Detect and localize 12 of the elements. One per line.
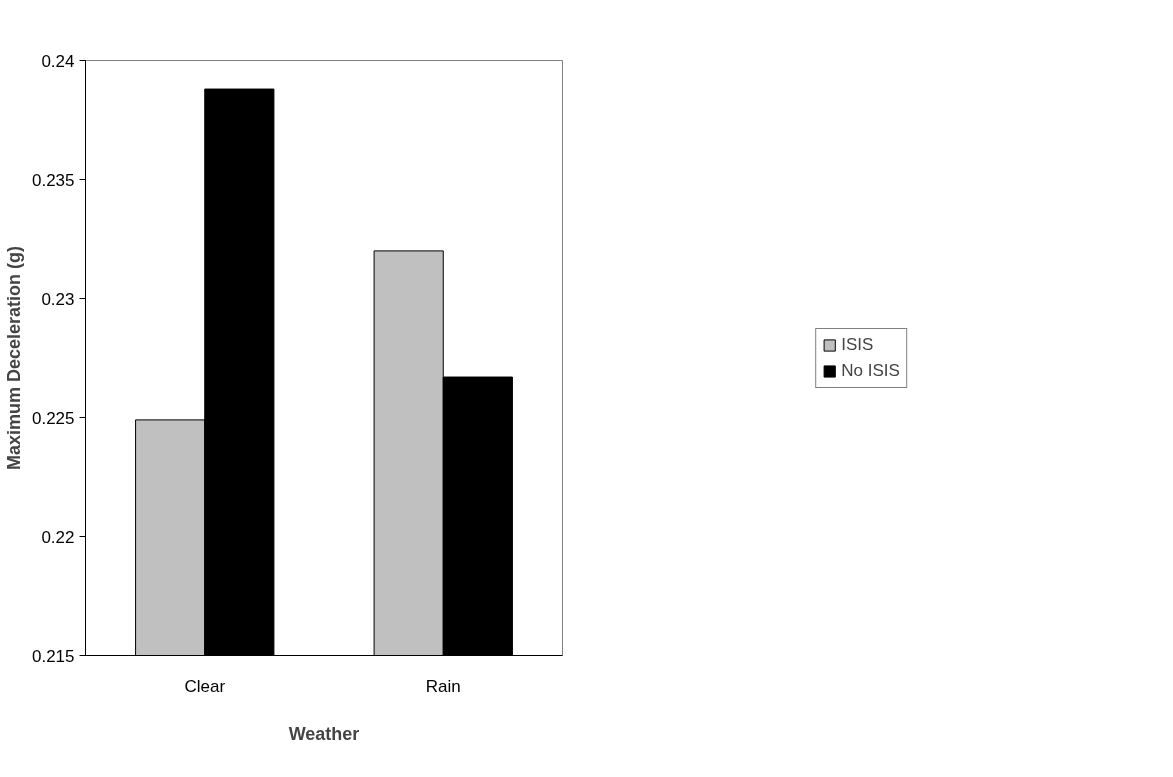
y-tick-label: 0.215 [31,646,75,666]
legend-label: No ISIS [841,360,900,381]
x-axis-title: Weather [288,723,360,744]
y-axis-title: Maximum Deceleration (g) [3,245,24,471]
y-tick-label: 0.24 [41,51,75,71]
x-tick-label: Clear [184,676,226,696]
x-tick-label: Rain [425,676,461,696]
y-tick-label: 0.225 [31,408,75,428]
legend-label: ISIS [841,334,874,355]
y-tick-label: 0.22 [41,527,75,547]
y-tick-label: 0.23 [41,289,75,309]
y-tick-label: 0.235 [31,170,75,190]
